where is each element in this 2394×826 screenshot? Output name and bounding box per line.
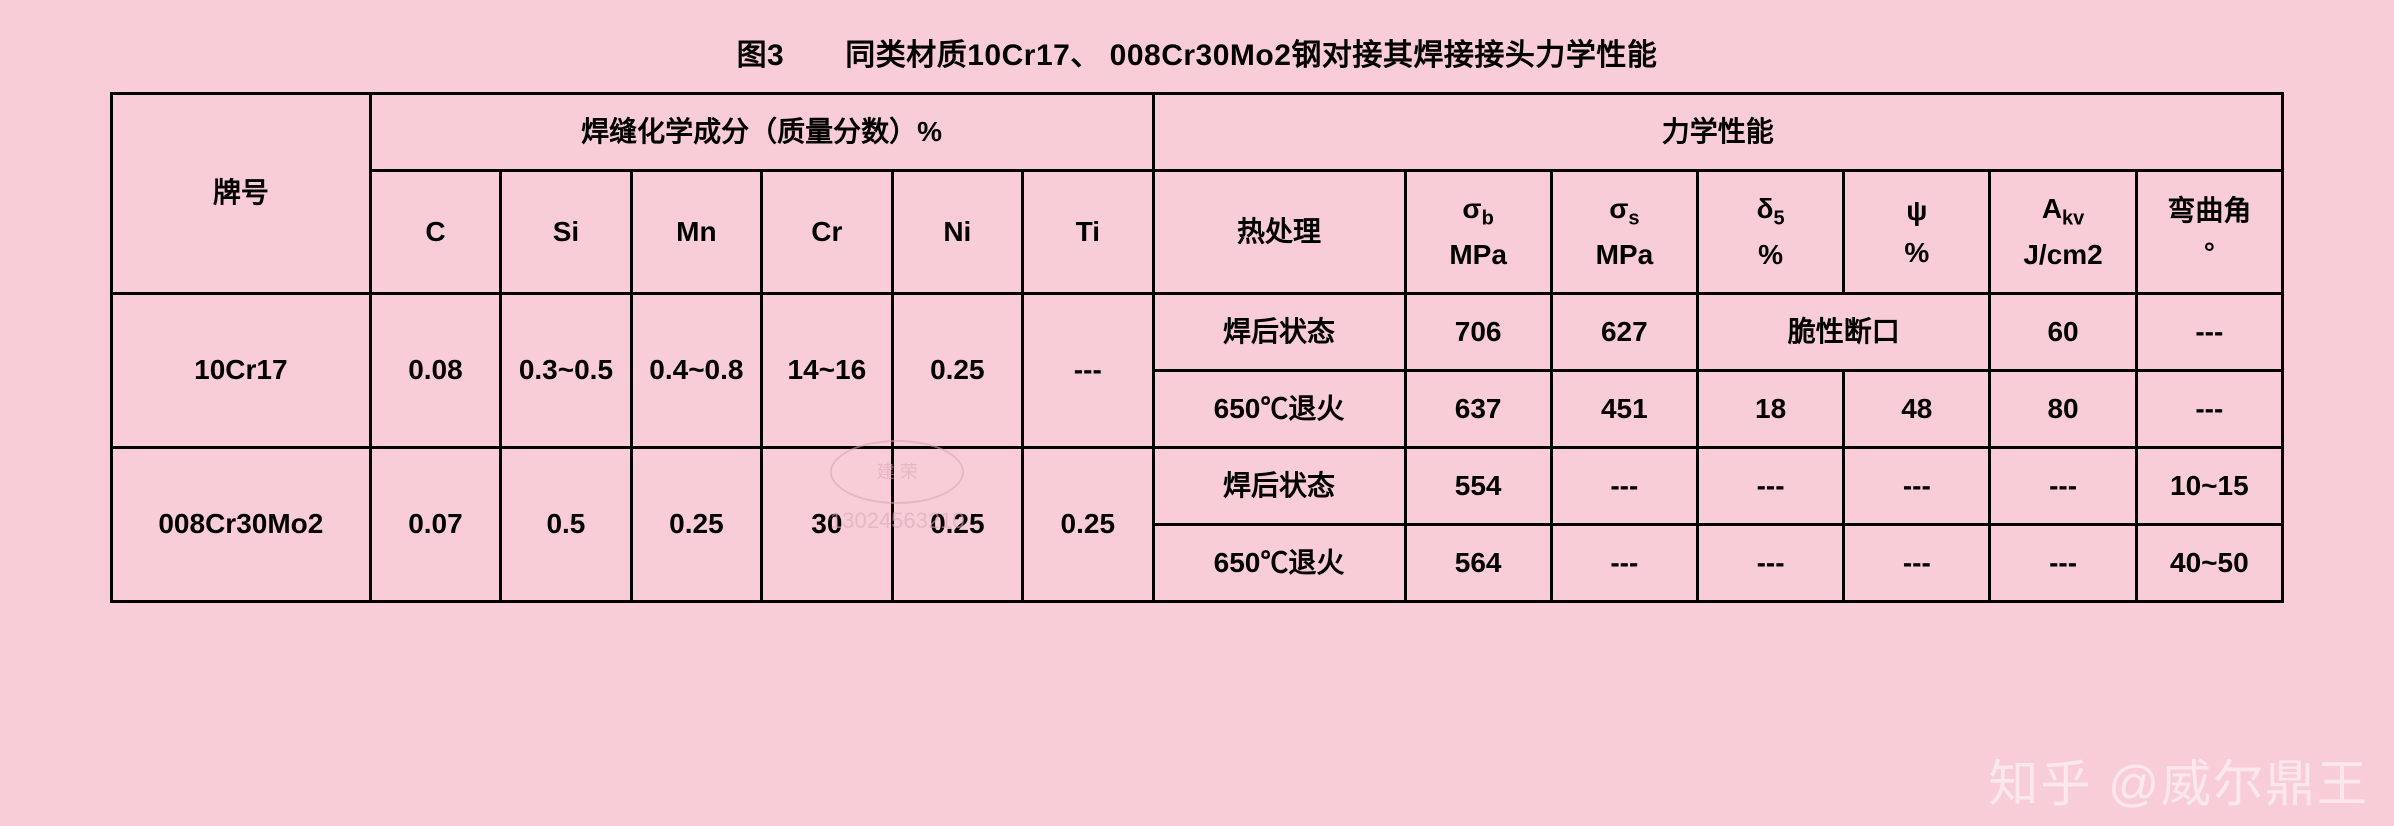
cell-psi: --- (1844, 447, 1990, 524)
cell-bend: 10~15 (2136, 447, 2282, 524)
cell-d5: --- (1697, 447, 1843, 524)
col-sigma-s: σs MPa (1551, 171, 1697, 294)
figure-caption: 图3 同类材质10Cr17、 008Cr30Mo2钢对接其焊接接头力学性能 (110, 30, 2284, 74)
cell-Mn: 0.4~0.8 (631, 293, 761, 447)
cell-heat: 焊后状态 (1153, 293, 1405, 370)
cell-bend: --- (2136, 370, 2282, 447)
cell-akv: --- (1990, 524, 2136, 601)
table-row: 008Cr30Mo2 0.07 0.5 0.25 30 0.25 0.25 焊后… (112, 447, 2283, 524)
cell-Ni: 0.25 (892, 447, 1022, 601)
col-delta5: δ5 % (1697, 171, 1843, 294)
cell-Cr: 14~16 (762, 293, 892, 447)
col-bend: 弯曲角 ° (2136, 171, 2282, 294)
cell-C: 0.08 (370, 293, 500, 447)
cell-bend: 40~50 (2136, 524, 2282, 601)
col-grade: 牌号 (112, 94, 371, 294)
cell-akv: 80 (1990, 370, 2136, 447)
cell-sb: 564 (1405, 524, 1551, 601)
cell-sb: 637 (1405, 370, 1551, 447)
cell-heat: 650℃退火 (1153, 524, 1405, 601)
col-C: C (370, 171, 500, 294)
col-Ti: Ti (1023, 171, 1153, 294)
cell-sb: 706 (1405, 293, 1551, 370)
cell-Si: 0.3~0.5 (501, 293, 631, 447)
cell-heat: 焊后状态 (1153, 447, 1405, 524)
cell-akv: --- (1990, 447, 2136, 524)
cell-Ti: --- (1023, 293, 1153, 447)
col-Cr: Cr (762, 171, 892, 294)
col-mech-group: 力学性能 (1153, 94, 2282, 171)
cell-ss: --- (1551, 524, 1697, 601)
cell-ss: 627 (1551, 293, 1697, 370)
cell-psi: --- (1844, 524, 1990, 601)
cell-brittle: 脆性断口 (1697, 293, 1989, 370)
properties-table: 牌号 焊缝化学成分（质量分数）% 力学性能 C Si Mn Cr Ni Ti 热… (110, 92, 2284, 603)
cell-psi: 48 (1844, 370, 1990, 447)
cell-d5: 18 (1697, 370, 1843, 447)
cell-bend: --- (2136, 293, 2282, 370)
cell-Ni: 0.25 (892, 293, 1022, 447)
col-Ni: Ni (892, 171, 1022, 294)
cell-grade: 10Cr17 (112, 293, 371, 447)
cell-Cr: 30 (762, 447, 892, 601)
col-Mn: Mn (631, 171, 761, 294)
col-Si: Si (501, 171, 631, 294)
table-header-row: 牌号 焊缝化学成分（质量分数）% 力学性能 (112, 94, 2283, 171)
col-sigma-b: σb MPa (1405, 171, 1551, 294)
table-subheader-row: C Si Mn Cr Ni Ti 热处理 σb MPa σs MPa δ5 % … (112, 171, 2283, 294)
cell-ss: --- (1551, 447, 1697, 524)
col-heat: 热处理 (1153, 171, 1405, 294)
cell-akv: 60 (1990, 293, 2136, 370)
table-row: 10Cr17 0.08 0.3~0.5 0.4~0.8 14~16 0.25 -… (112, 293, 2283, 370)
col-psi: ψ % (1844, 171, 1990, 294)
cell-C: 0.07 (370, 447, 500, 601)
cell-ss: 451 (1551, 370, 1697, 447)
cell-Mn: 0.25 (631, 447, 761, 601)
watermark-zhihu: 知乎 @威尔鼎王 (1988, 744, 2369, 816)
col-chem-group: 焊缝化学成分（质量分数）% (370, 94, 1153, 171)
cell-Ti: 0.25 (1023, 447, 1153, 601)
cell-grade: 008Cr30Mo2 (112, 447, 371, 601)
cell-sb: 554 (1405, 447, 1551, 524)
cell-heat: 650℃退火 (1153, 370, 1405, 447)
cell-d5: --- (1697, 524, 1843, 601)
cell-Si: 0.5 (501, 447, 631, 601)
col-akv: Akv J/cm2 (1990, 171, 2136, 294)
